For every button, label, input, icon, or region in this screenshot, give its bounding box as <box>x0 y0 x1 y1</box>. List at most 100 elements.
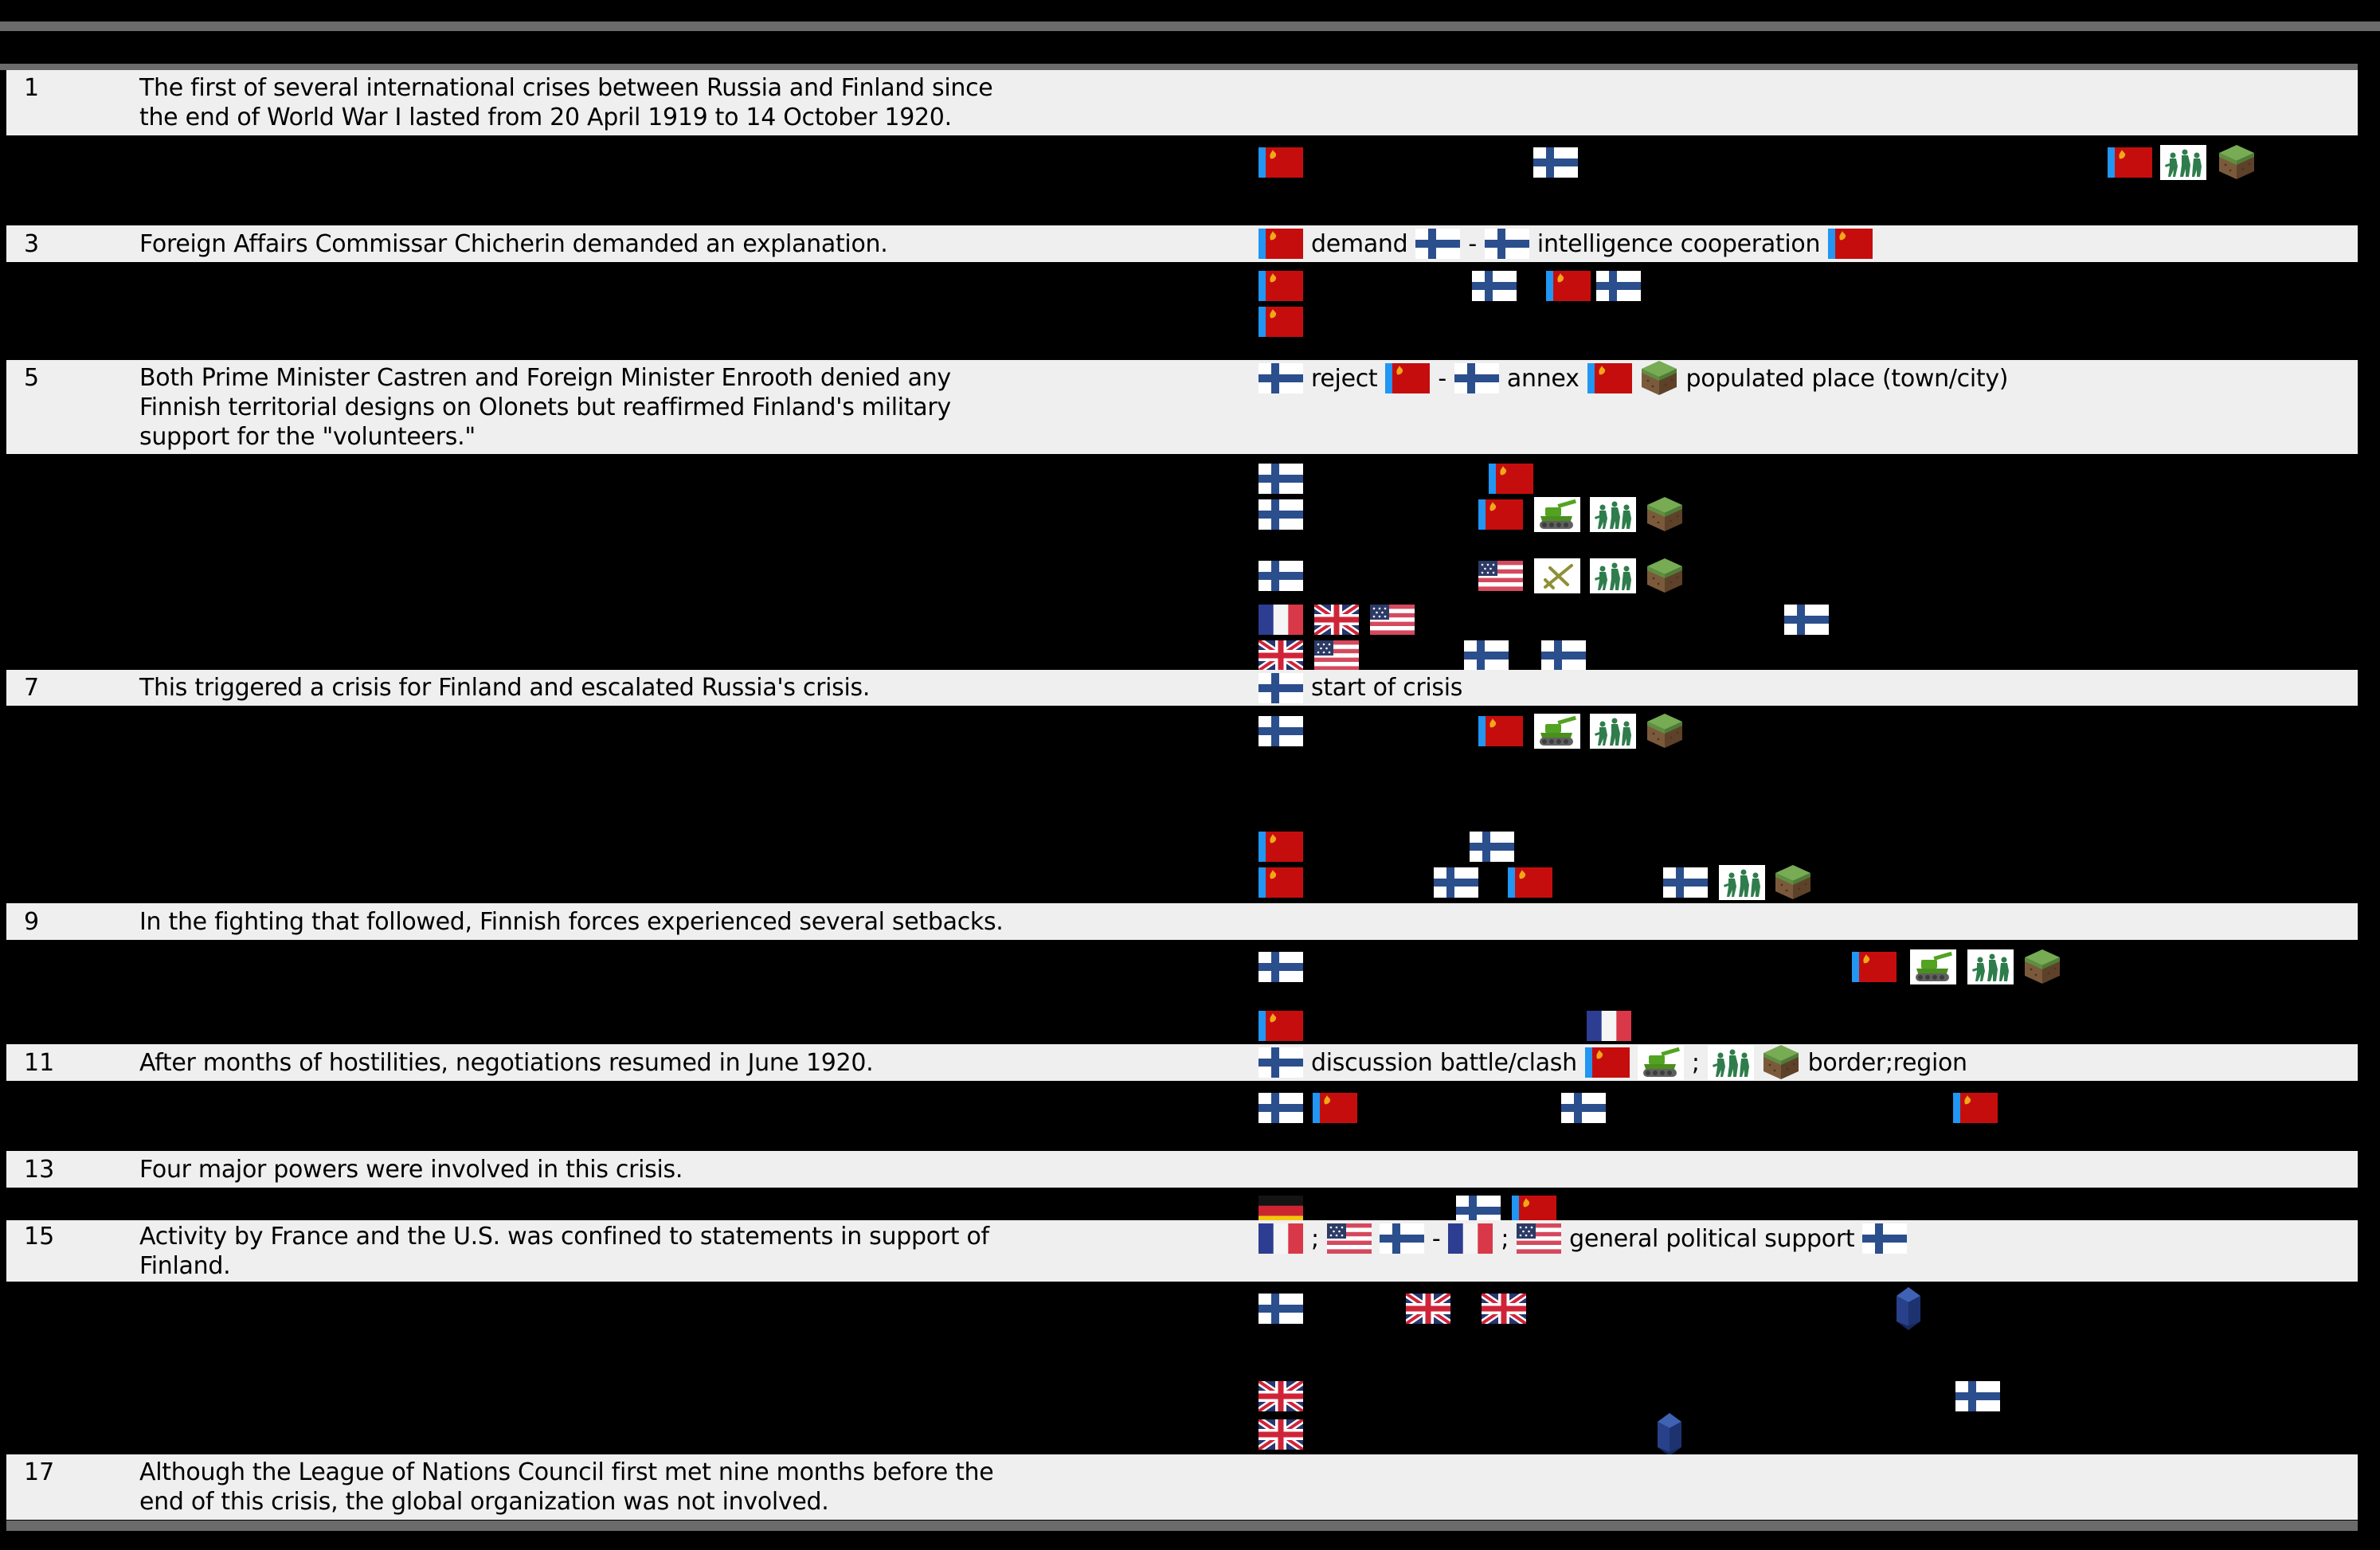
finland-flag-icon <box>1259 1294 1303 1324</box>
finland-flag-icon <box>1784 605 1829 635</box>
soviet-russia-flag-icon <box>1584 1047 1630 1078</box>
grass-block-icon <box>1646 713 1684 750</box>
soviet-russia-flag-icon <box>1478 716 1523 746</box>
sentence-row: 3 Foreign Affairs Commissar Chicherin dem… <box>6 225 2358 262</box>
usa-flag-icon <box>1326 1223 1372 1254</box>
uk-flag-icon <box>1482 1294 1526 1324</box>
tank-icon <box>1534 497 1580 532</box>
soviet-russia-flag-icon <box>1852 952 1897 982</box>
separator-bar <box>6 1521 2358 1531</box>
separator-bar <box>0 22 2380 31</box>
sentence-text: The first of several international crise… <box>139 74 993 131</box>
blue-cube-icon <box>1653 1412 1686 1457</box>
soviet-russia-flag-icon <box>2108 147 2152 178</box>
annotation-label: ; <box>1311 1224 1319 1253</box>
soviet-russia-flag-icon <box>1546 271 1591 301</box>
sentence-text: Activity by France and the U.S. was conf… <box>139 1223 989 1280</box>
sentence-row: 15 Activity by France and the U.S. was co… <box>6 1220 2358 1282</box>
annotation-label: general political support <box>1569 1224 1855 1253</box>
usa-flag-icon <box>1370 605 1415 635</box>
soviet-russia-flag-icon <box>1508 867 1552 898</box>
finland-flag-icon <box>1472 271 1517 301</box>
finland-flag-icon <box>1464 640 1509 671</box>
soviet-russia-flag-icon <box>1259 867 1303 898</box>
soviet-russia-flag-icon <box>1313 1093 1357 1123</box>
soviet-russia-flag-icon <box>1259 271 1303 301</box>
finland-flag-icon <box>1415 229 1461 259</box>
finland-flag-icon <box>1454 363 1499 393</box>
france-flag-icon <box>1448 1223 1493 1254</box>
sentence-row: 7 This triggered a crisis for Finland and… <box>6 670 2358 706</box>
soviet-russia-flag-icon <box>1828 229 1873 259</box>
annotation-label: populated place (town/city) <box>1685 364 2009 393</box>
separator-bar <box>0 64 2358 70</box>
annotation-label: border;region <box>1807 1048 1967 1077</box>
soviet-russia-flag-icon <box>1259 307 1303 337</box>
annotation: start of crisis <box>1259 670 1462 706</box>
uk-flag-icon <box>1259 1419 1303 1450</box>
finland-flag-icon <box>1259 499 1303 530</box>
annotation-label: demand <box>1311 229 1408 258</box>
sentence-text: In the fighting that followed, Finnish f… <box>139 908 1004 936</box>
sentence-number: 13 <box>24 1156 55 1184</box>
soviet-russia-flag-icon <box>1259 1011 1303 1041</box>
grass-block-icon <box>1646 558 1684 594</box>
soviet-russia-flag-icon <box>1259 147 1303 178</box>
uk-flag-icon <box>1259 1381 1303 1411</box>
annotation-label: discussion battle/clash <box>1311 1048 1577 1077</box>
sentence-text: Although the League of Nations Council f… <box>139 1458 994 1516</box>
sentence-row: 17 Although the League of Nations Council… <box>6 1454 2358 1520</box>
annotation-label: - <box>1468 229 1477 258</box>
grass-block-icon <box>2218 144 2256 181</box>
sentence-text: After months of hostilities, negotiation… <box>139 1049 874 1077</box>
annotation-label: ; <box>1691 1048 1700 1077</box>
annotation-label: start of crisis <box>1311 674 1463 702</box>
sentence-number: 17 <box>24 1458 55 1486</box>
finland-flag-icon <box>1259 561 1303 591</box>
annotation-label: annex <box>1506 364 1579 393</box>
soviet-russia-flag-icon <box>1259 229 1303 259</box>
soldiers-icon <box>1590 714 1636 749</box>
soviet-russia-flag-icon <box>1478 499 1523 530</box>
finland-flag-icon <box>1379 1223 1424 1254</box>
sentence-number: 1 <box>24 74 40 102</box>
usa-flag-icon <box>1478 561 1523 591</box>
annotation: ; -; general political support <box>1259 1220 1908 1257</box>
soldiers-icon <box>1967 949 2014 984</box>
grass-block-icon <box>1646 496 1684 533</box>
sentence-number: 11 <box>24 1049 55 1077</box>
sentence-number: 15 <box>24 1223 55 1251</box>
blue-cube-icon <box>1892 1286 1925 1331</box>
usa-flag-icon <box>1517 1223 1562 1254</box>
annotation-label: reject <box>1311 364 1378 393</box>
sentence-text: Foreign Affairs Commissar Chicherin dema… <box>139 230 888 258</box>
finland-flag-icon <box>1259 672 1303 703</box>
sentence-text: This triggered a crisis for Finland and … <box>139 674 871 702</box>
tank-icon <box>1910 949 1956 984</box>
finland-flag-icon <box>1955 1381 2000 1411</box>
annotation: demand - intelligence cooperation <box>1259 225 1873 262</box>
finland-flag-icon <box>1484 229 1529 259</box>
finland-flag-icon <box>1561 1093 1606 1123</box>
finland-flag-icon <box>1596 271 1641 301</box>
uk-flag-icon <box>1314 605 1359 635</box>
france-flag-icon <box>1259 605 1303 635</box>
finland-flag-icon <box>1259 1047 1303 1078</box>
grass-block-icon <box>1762 1044 1800 1081</box>
soldiers-icon <box>1707 1045 1754 1080</box>
sentence-row: 11 After months of hostilities, negotiati… <box>6 1044 2358 1081</box>
finland-flag-icon <box>1259 1093 1303 1123</box>
soviet-russia-flag-icon <box>1385 363 1431 393</box>
annotation-label: intelligence cooperation <box>1536 229 1821 258</box>
sentence-row: 5 Both Prime Minister Castren and Foreign… <box>6 360 2358 454</box>
uk-flag-icon <box>1259 640 1303 671</box>
soviet-russia-flag-icon <box>1489 464 1533 494</box>
soldiers-icon <box>2160 145 2206 180</box>
grass-block-icon <box>2023 949 2061 985</box>
grass-block-icon <box>1640 360 1678 397</box>
france-flag-icon <box>1587 1011 1631 1041</box>
tank-icon <box>1637 1045 1684 1080</box>
finland-flag-icon <box>1259 952 1303 982</box>
finland-flag-icon <box>1541 640 1586 671</box>
